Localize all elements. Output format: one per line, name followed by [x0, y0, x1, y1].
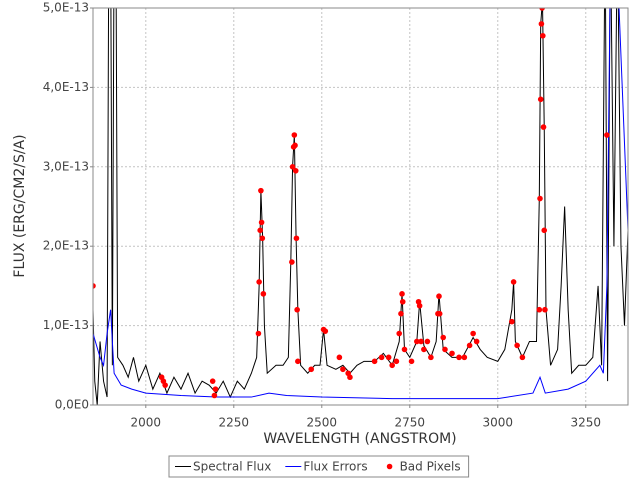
point [408, 358, 415, 365]
point [538, 21, 545, 27]
point [295, 358, 301, 365]
x-tick-label: 2000 [131, 416, 162, 430]
point [541, 227, 548, 234]
point [347, 374, 353, 381]
point [209, 378, 216, 384]
y-tick-label: 1,0E-13 [43, 318, 89, 332]
point [537, 96, 544, 103]
point [436, 293, 442, 300]
point [255, 330, 262, 337]
point [256, 279, 262, 285]
point [289, 259, 295, 265]
point [393, 358, 400, 365]
point [371, 358, 378, 365]
y-tick-label: 4,0E-13 [43, 80, 89, 94]
point [340, 366, 346, 373]
series-line [93, 8, 628, 400]
point [466, 342, 473, 349]
point [336, 354, 343, 361]
legend: Spectral Flux Flux Errors Bad Pixels [168, 455, 470, 478]
legend-label: Bad Pixels [400, 460, 461, 474]
point [542, 306, 548, 313]
point [93, 283, 96, 289]
point [440, 334, 447, 341]
plot-border [92, 7, 629, 406]
point [257, 227, 263, 234]
series-line [93, 8, 628, 405]
legend-label: Spectral Flux [193, 460, 271, 474]
y-tick-label: 2,0E-13 [43, 239, 89, 253]
point [428, 354, 434, 361]
point [514, 342, 520, 349]
point [258, 187, 264, 194]
point [414, 338, 420, 345]
legend-label: Flux Errors [303, 460, 367, 474]
point [378, 354, 385, 361]
point [442, 346, 448, 353]
point [456, 354, 462, 361]
point [604, 132, 610, 138]
legend-item: Spectral Flux [175, 460, 271, 474]
point [539, 8, 545, 11]
y-tick-label: 0,0E0 [55, 398, 89, 412]
point [292, 167, 299, 174]
y-tick-label: 3,0E-13 [43, 159, 89, 173]
point [260, 291, 267, 297]
data-layer [93, 8, 628, 405]
plot-area [93, 8, 628, 405]
point [389, 362, 395, 369]
point [396, 330, 403, 337]
point [385, 354, 392, 361]
point [540, 32, 546, 39]
point [510, 279, 517, 285]
legend-box [168, 455, 470, 478]
point [293, 235, 300, 242]
point [398, 310, 404, 317]
point [540, 124, 547, 130]
point [537, 195, 543, 202]
x-axis-title: WAVELENGTH (ANGSTROM) [263, 431, 456, 447]
point [399, 298, 406, 305]
point [399, 291, 405, 297]
y-axis-title: FLUX (ERG/CM2/S/A) [12, 134, 28, 277]
legend-item: Flux Errors [285, 460, 368, 474]
y-tick-label: 5,0E-13 [43, 1, 89, 15]
point [291, 132, 298, 138]
point [449, 350, 455, 357]
point [258, 219, 265, 226]
point [292, 142, 298, 149]
point [421, 346, 427, 353]
point [308, 366, 315, 373]
point [418, 338, 424, 345]
x-tick-label: 3250 [570, 416, 601, 430]
point [212, 386, 219, 392]
point [424, 338, 431, 345]
point [322, 328, 329, 334]
point [289, 164, 296, 170]
point [519, 354, 526, 361]
point [470, 330, 476, 337]
x-tick-label: 2750 [395, 416, 426, 430]
point [536, 306, 543, 313]
point [294, 306, 300, 313]
point [461, 354, 468, 361]
point [401, 346, 408, 353]
x-tick-label: 3000 [482, 416, 513, 430]
point [259, 235, 266, 242]
point [509, 318, 515, 325]
point [162, 382, 168, 388]
point [211, 392, 218, 399]
point [473, 338, 480, 345]
x-tick-label: 2500 [307, 416, 338, 430]
point [436, 310, 443, 317]
legend-item: Bad Pixels [386, 460, 461, 474]
legend-symbol [386, 463, 393, 470]
point [416, 302, 423, 309]
x-tick-label: 2250 [219, 416, 250, 430]
